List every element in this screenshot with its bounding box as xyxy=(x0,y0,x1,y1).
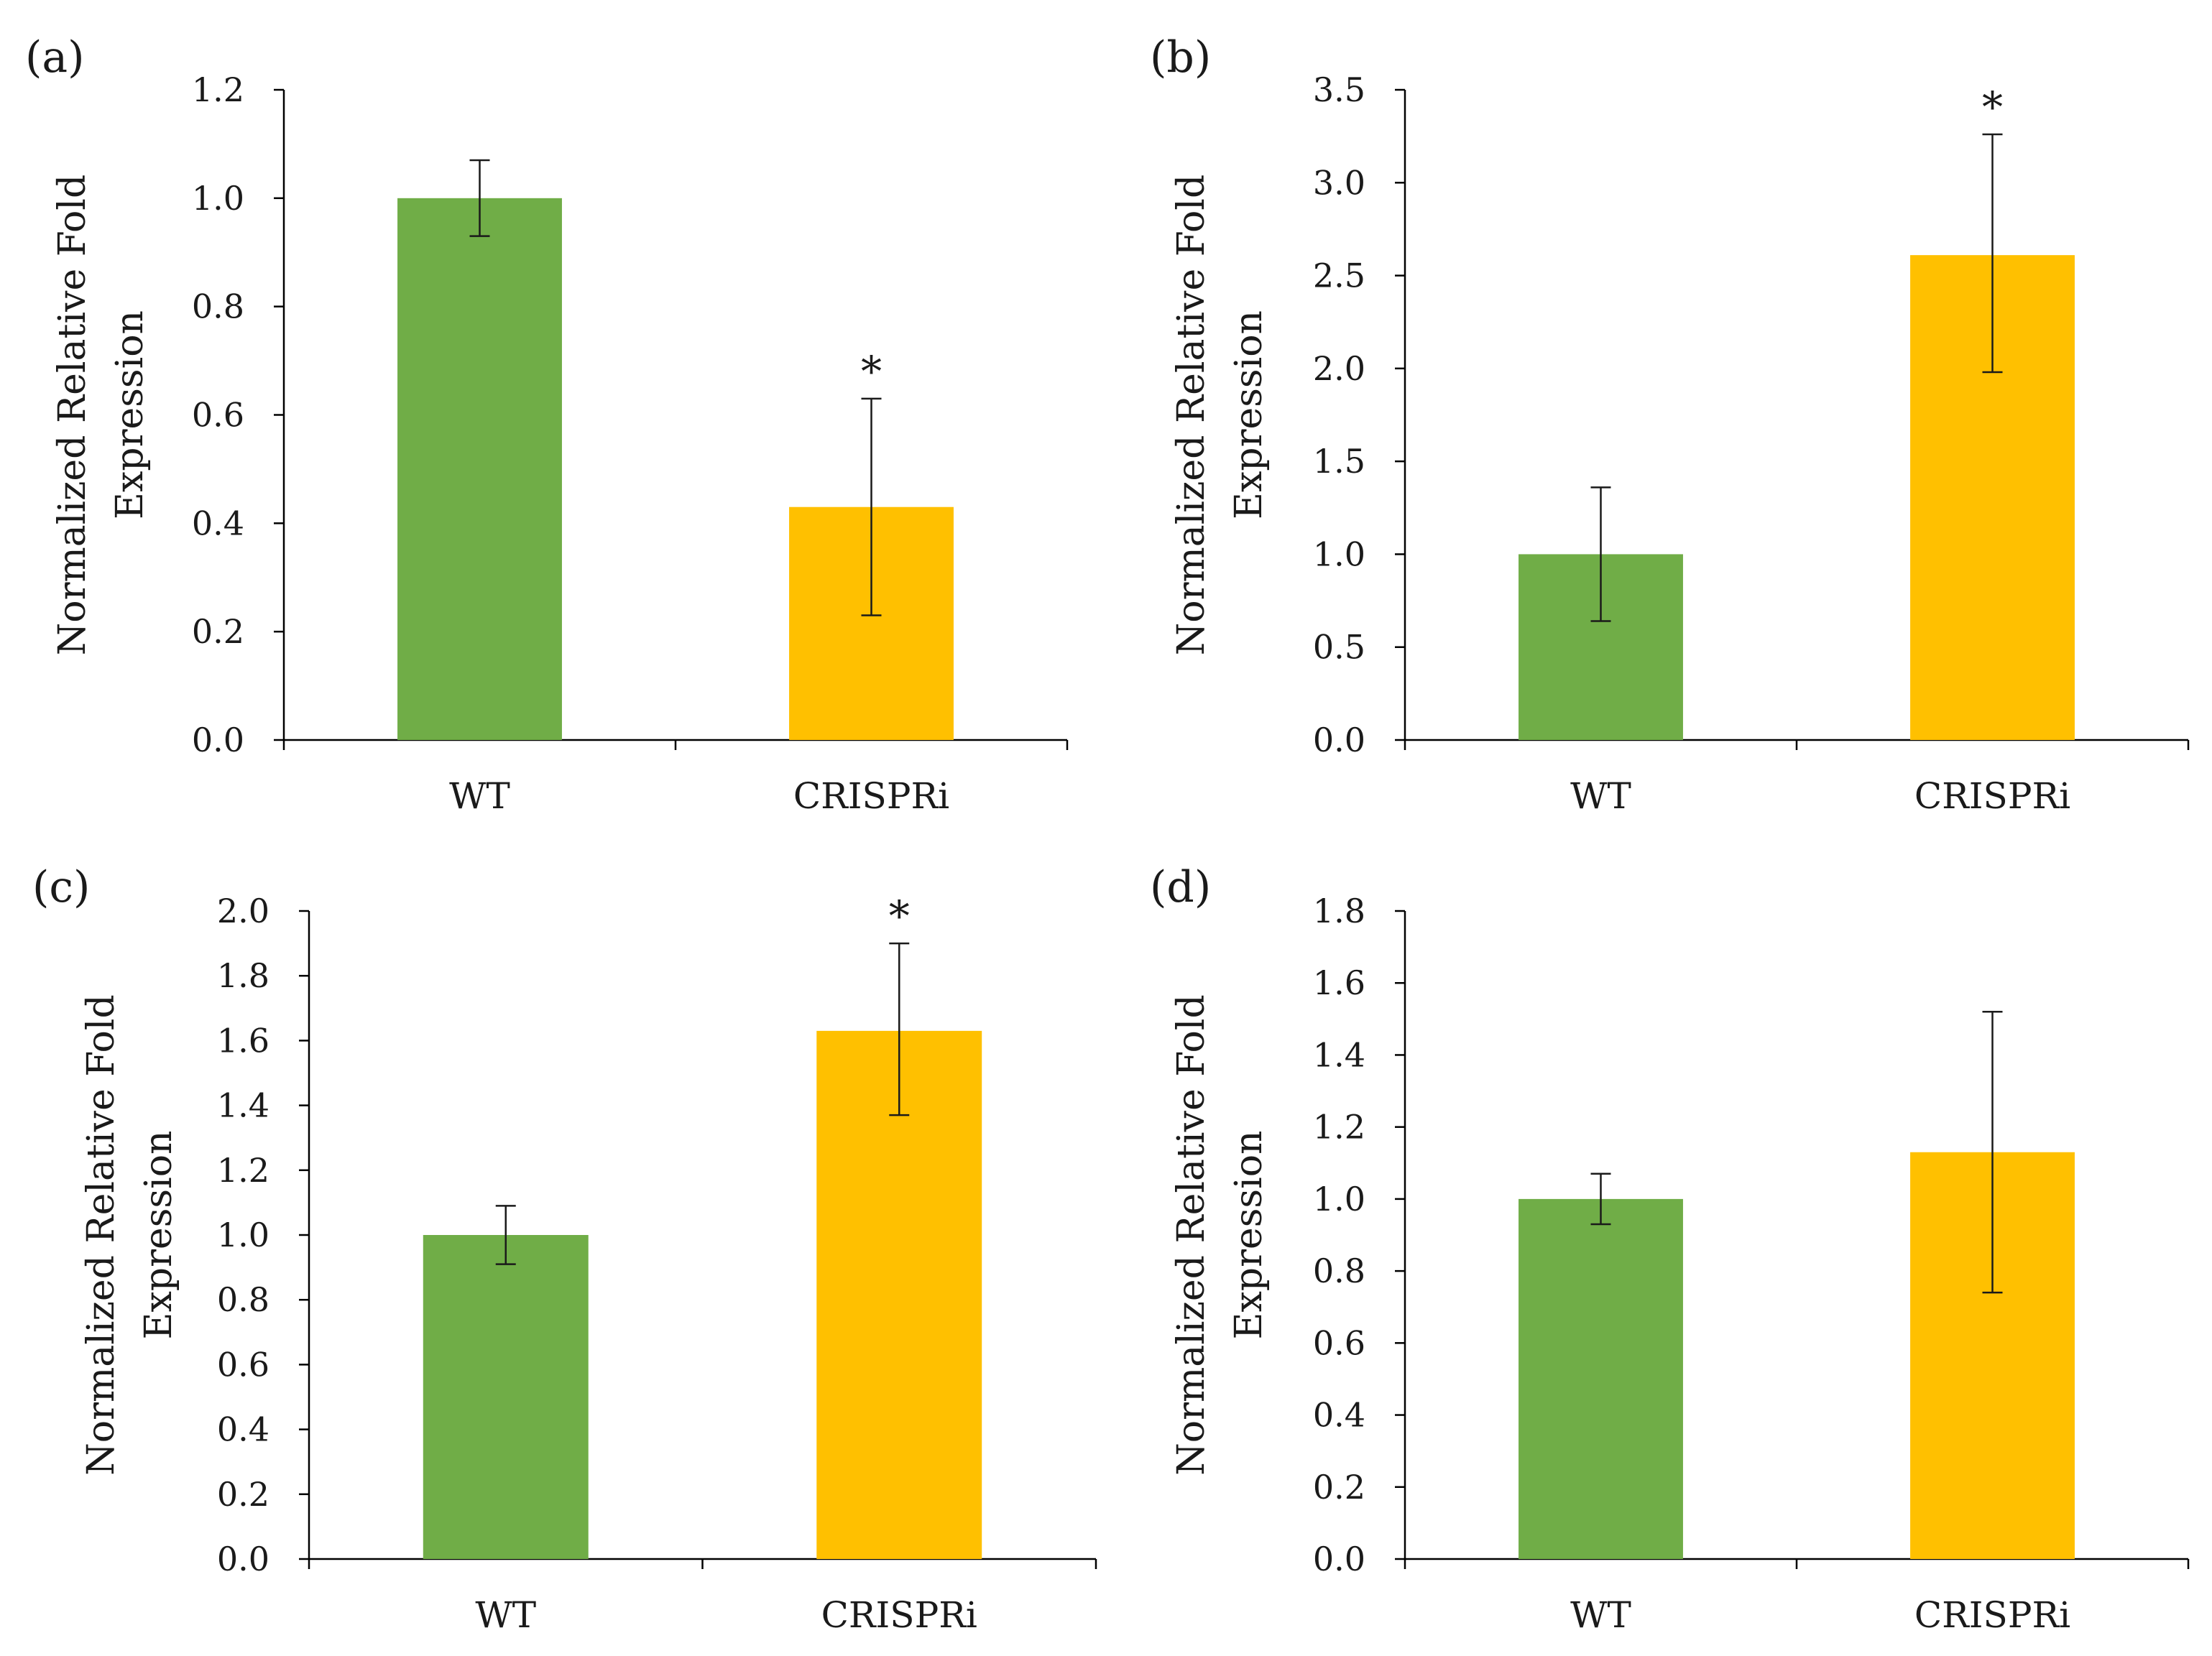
y-axis-title-line: Expression xyxy=(137,1130,180,1339)
bar-wt xyxy=(423,1235,589,1559)
y-axis-title: Normalized Relative Fold Expression xyxy=(1170,994,1271,1475)
y-axis-title-line: Normalized Relative Fold xyxy=(1170,994,1213,1475)
y-axis-title: Normalized Relative Fold Expression xyxy=(51,175,152,655)
bar-crispri xyxy=(816,1030,982,1559)
y-tick-label: 1.2 xyxy=(217,1151,269,1190)
y-tick-label: 0.2 xyxy=(192,612,244,651)
y-tick-label: 0.6 xyxy=(192,396,244,435)
y-tick-label: 3.5 xyxy=(1313,70,1365,109)
panel-d: (d) 0.0 0.2 0.4 0.6 0.8 1.0 1.2 1.4 1.6 1.8 WT CRISP… xyxy=(1150,862,2190,1636)
error-bar xyxy=(1590,1172,1611,1226)
panel-a: (a) 0.0 0.2 0.4 0.6 0.8 1.0 1.2 WT * CRISPRi Normal… xyxy=(25,32,1069,817)
error-bar xyxy=(469,159,490,237)
error-bar xyxy=(1590,486,1611,622)
y-tick-label: 0.0 xyxy=(1313,721,1365,759)
significance-marker: * xyxy=(861,347,882,396)
y-tick-label: 0.0 xyxy=(217,1540,269,1578)
y-tick-label: 0.8 xyxy=(192,287,244,326)
y-axis-title-line: Expression xyxy=(1227,1130,1271,1339)
panel-label: (b) xyxy=(1150,32,1211,83)
panel-label: (c) xyxy=(32,862,90,912)
panel-label: (d) xyxy=(1150,862,1211,912)
y-tick-label: 1.5 xyxy=(1313,442,1365,481)
y-tick-label: 1.2 xyxy=(1313,1108,1365,1147)
y-tick-label: 1.4 xyxy=(1313,1035,1365,1074)
x-category-label: CRISPRi xyxy=(793,775,949,817)
y-axis-title-line: Expression xyxy=(1227,310,1271,519)
panel-label: (a) xyxy=(25,32,85,83)
y-tick-label: 0.8 xyxy=(217,1280,269,1319)
y-axis-title: Normalized Relative Fold Expression xyxy=(80,994,180,1475)
y-tick-label: 1.8 xyxy=(217,956,269,995)
significance-marker: * xyxy=(1982,83,2003,131)
y-tick-label: 0.6 xyxy=(217,1345,269,1384)
y-tick-label: 2.5 xyxy=(1313,256,1365,295)
y-tick-label: 3.0 xyxy=(1313,163,1365,202)
y-tick-label: 0.8 xyxy=(1313,1252,1365,1290)
x-category-label: WT xyxy=(1570,775,1631,817)
y-tick-label: 1.8 xyxy=(1313,892,1365,930)
y-tick-label: 0.2 xyxy=(1313,1468,1365,1507)
x-category-label: WT xyxy=(1570,1594,1631,1636)
y-tick-label: 0.4 xyxy=(1313,1396,1365,1435)
error-bar xyxy=(861,397,882,616)
error-bar xyxy=(1982,133,2003,374)
x-category-label: CRISPRi xyxy=(1914,1594,2070,1636)
y-tick-label: 0.0 xyxy=(1313,1540,1365,1578)
y-axis-title-line: Expression xyxy=(109,310,152,519)
y-axis-title-line: Normalized Relative Fold xyxy=(80,994,123,1475)
bar-wt xyxy=(1519,1198,1683,1559)
bar-wt xyxy=(397,198,562,740)
y-tick-label: 0.4 xyxy=(217,1410,269,1449)
x-category-label: WT xyxy=(449,775,510,817)
y-tick-label: 0.0 xyxy=(192,721,244,759)
panel-b: (b) 0.0 0.5 1.0 1.5 2.0 2.5 3.0 3.5 WT * CRISPRi Nor… xyxy=(1150,32,2190,817)
error-bar xyxy=(495,1205,516,1265)
y-tick-label: 0.5 xyxy=(1313,628,1365,667)
y-tick-label: 1.2 xyxy=(192,70,244,109)
y-axis-title: Normalized Relative Fold Expression xyxy=(1170,175,1271,655)
y-tick-label: 2.0 xyxy=(217,892,269,930)
y-tick-label: 1.0 xyxy=(217,1216,269,1254)
significance-marker: * xyxy=(889,892,910,940)
x-category-label: CRISPRi xyxy=(1914,775,2070,817)
y-tick-label: 1.0 xyxy=(192,179,244,218)
y-axis-title-line: Normalized Relative Fold xyxy=(1170,175,1213,655)
x-category-label: CRISPRi xyxy=(821,1594,977,1636)
x-category-label: WT xyxy=(475,1594,536,1636)
panel-c: (c) 0.0 0.2 0.4 0.6 0.8 1.0 1.2 1.4 1.6 1.8 2.0 WT * C… xyxy=(32,862,1097,1636)
y-tick-label: 2.0 xyxy=(1313,349,1365,388)
y-tick-label: 1.6 xyxy=(1313,963,1365,1002)
y-tick-label: 1.4 xyxy=(217,1086,269,1125)
y-tick-label: 1.0 xyxy=(1313,535,1365,573)
y-tick-label: 0.6 xyxy=(1313,1323,1365,1362)
error-bar xyxy=(889,942,910,1116)
y-tick-label: 0.4 xyxy=(192,504,244,542)
y-tick-label: 0.2 xyxy=(217,1475,269,1514)
y-tick-label: 1.6 xyxy=(217,1021,269,1060)
y-axis-title-line: Normalized Relative Fold xyxy=(51,175,94,655)
error-bar xyxy=(1982,1011,2003,1294)
y-tick-label: 1.0 xyxy=(1313,1180,1365,1218)
